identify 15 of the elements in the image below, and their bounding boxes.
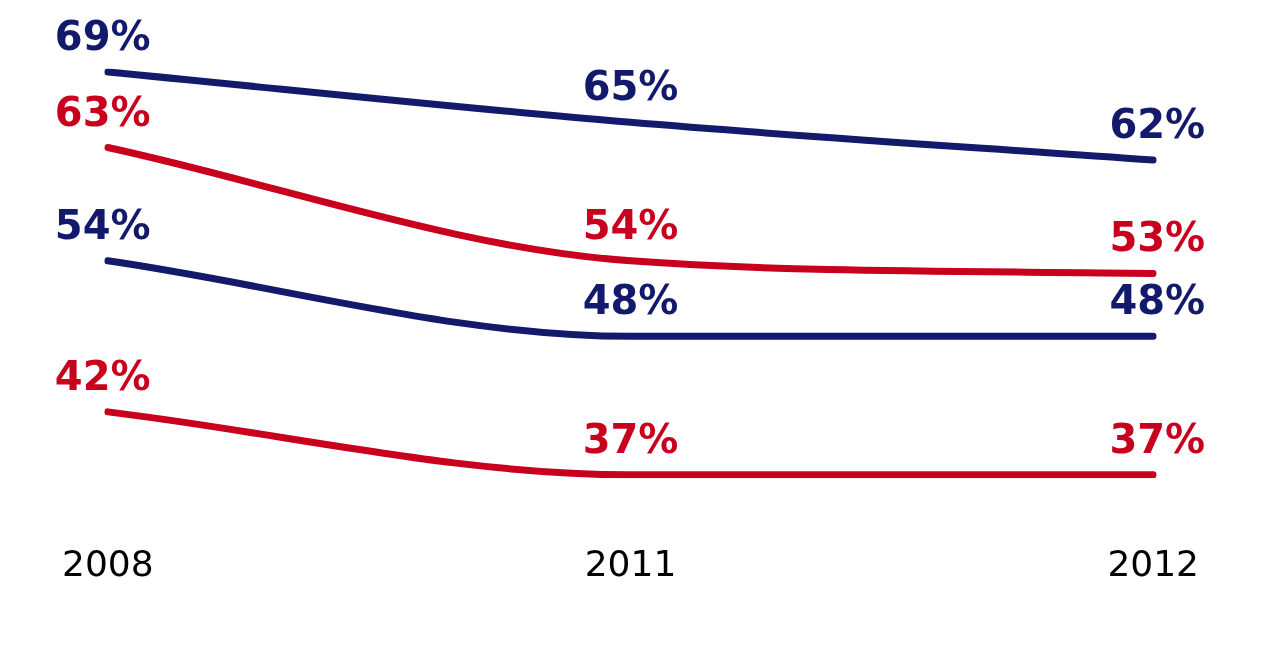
x-tick-label: 2012 [1107, 542, 1199, 584]
data-label: 69% [54, 13, 151, 59]
data-label: 48% [582, 277, 679, 324]
x-tick-label: 2008 [62, 542, 154, 584]
data-label: 62% [1109, 101, 1206, 148]
data-label: 37% [582, 415, 679, 462]
data-label: 42% [54, 352, 151, 399]
data-label: 48% [1109, 277, 1206, 324]
data-label: 53% [1109, 214, 1206, 261]
data-label: 54% [54, 201, 151, 248]
data-label: 54% [582, 201, 679, 248]
data-label: 37% [1109, 415, 1206, 462]
data-label: 65% [582, 63, 679, 110]
data-label: 63% [54, 88, 151, 135]
x-tick-label: 2011 [584, 542, 677, 584]
